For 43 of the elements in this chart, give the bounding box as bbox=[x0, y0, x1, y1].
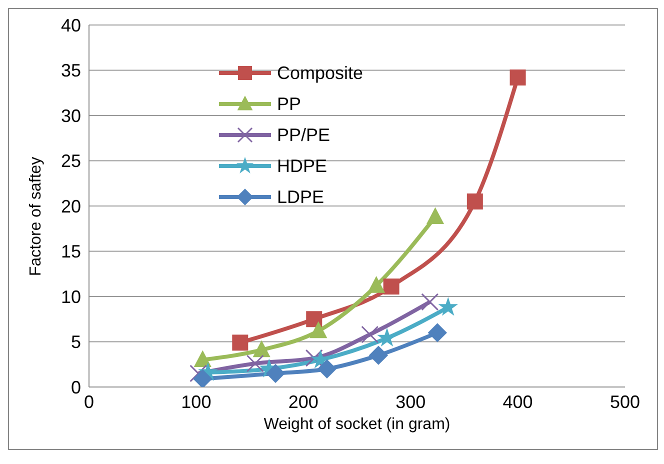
point bbox=[306, 311, 322, 328]
y-tick-label: 10 bbox=[60, 286, 81, 307]
y-tick-label: 40 bbox=[60, 15, 81, 36]
legend-label: PP bbox=[277, 92, 302, 116]
x-tick-label: 100 bbox=[181, 392, 212, 412]
point bbox=[266, 364, 286, 384]
x-tick-label: 200 bbox=[288, 392, 318, 412]
legend-label: PP/PE bbox=[277, 124, 330, 146]
x-tick-label: 0 bbox=[84, 392, 94, 412]
point bbox=[246, 354, 264, 372]
legend-label: HDPE bbox=[277, 154, 328, 178]
x-tick-label: 400 bbox=[502, 392, 533, 412]
point bbox=[317, 359, 337, 378]
point bbox=[438, 296, 458, 316]
legend-label: LDPE bbox=[277, 186, 324, 208]
y-axis-title: Factore of saftey bbox=[28, 156, 45, 276]
point bbox=[368, 346, 388, 365]
point bbox=[190, 364, 208, 382]
point bbox=[426, 207, 444, 224]
point bbox=[510, 69, 526, 86]
y-tick-label: 0 bbox=[70, 377, 81, 398]
point bbox=[252, 340, 270, 358]
point bbox=[361, 326, 379, 344]
x-tick-label: 300 bbox=[396, 392, 426, 412]
y-tick-label: 30 bbox=[60, 106, 81, 126]
point bbox=[193, 369, 212, 387]
point bbox=[421, 293, 439, 311]
y-tick-label: 5 bbox=[70, 332, 81, 352]
legend-label: Composite bbox=[277, 62, 364, 85]
point bbox=[310, 321, 328, 338]
point bbox=[383, 278, 400, 295]
y-tick-label: 35 bbox=[60, 60, 81, 81]
point bbox=[466, 193, 483, 210]
point bbox=[367, 276, 386, 293]
y-tick-label: 25 bbox=[60, 151, 81, 172]
point bbox=[305, 349, 323, 367]
point bbox=[428, 323, 447, 342]
point bbox=[232, 334, 248, 351]
y-tick-label: 15 bbox=[60, 242, 81, 262]
y-tick-label: 20 bbox=[60, 196, 81, 216]
x-tick-label: 500 bbox=[610, 392, 640, 412]
point bbox=[194, 350, 212, 368]
x-axis-title: Weight of socket (in gram) bbox=[264, 416, 450, 433]
